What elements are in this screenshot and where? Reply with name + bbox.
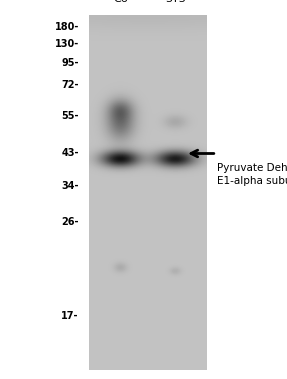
Text: 3T3: 3T3 [165, 0, 185, 4]
Text: 130-: 130- [55, 39, 79, 49]
Text: 72-: 72- [61, 80, 79, 90]
Text: 43-: 43- [61, 149, 79, 158]
Text: 95-: 95- [61, 58, 79, 67]
Text: Pyruvate Dehydrogenase
E1-alpha subunit: Pyruvate Dehydrogenase E1-alpha subunit [217, 163, 287, 186]
Text: C6: C6 [113, 0, 128, 4]
Text: 17-: 17- [61, 312, 79, 321]
Text: 26-: 26- [61, 217, 79, 227]
Text: 34-: 34- [61, 181, 79, 191]
Text: 55-: 55- [61, 111, 79, 121]
Text: 180-: 180- [55, 22, 79, 31]
